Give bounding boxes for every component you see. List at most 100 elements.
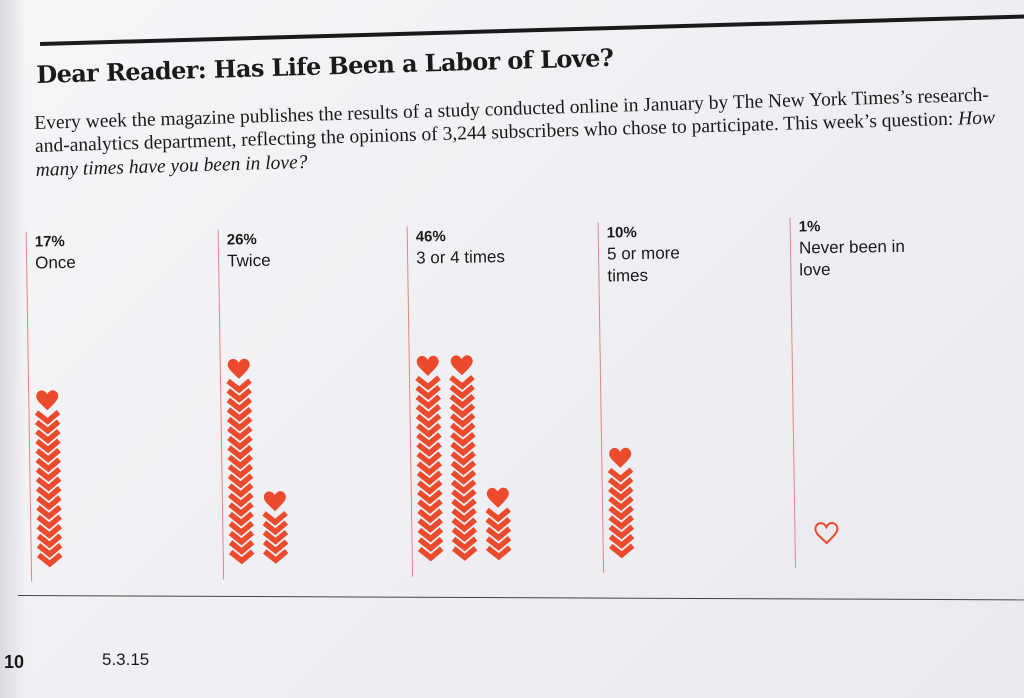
heart-chevron-mark: [36, 533, 63, 549]
heart-chevron-mark: [608, 486, 634, 502]
heart-chevron-mark: [226, 378, 252, 394]
heart-chevron-mark: [228, 521, 255, 536]
heart-chevron-mark: [416, 432, 442, 448]
heart-chevron-mark: [608, 515, 634, 530]
heart-chevron-mark: [485, 526, 512, 542]
page-number: 10: [4, 652, 25, 672]
heart-chevron-mark: [35, 429, 61, 444]
heart-chevron-mark: [227, 483, 254, 498]
heart-chevron-mark: [417, 527, 444, 543]
heart-chevron-mark: [228, 511, 254, 527]
heart-chevron-mark: [34, 419, 61, 435]
heart-chevron-mark: [417, 537, 444, 552]
heart-chevron-mark: [450, 441, 476, 457]
heart-chevron-mark: [449, 394, 476, 409]
heart-chevron-mark: [607, 467, 634, 483]
heart-chevron-mark: [485, 516, 511, 532]
heart-chevron-mark: [450, 479, 477, 495]
heart-chevron-mark: [262, 510, 288, 526]
heart-mark: [486, 487, 509, 508]
heart-chevron-mark: [608, 505, 634, 521]
heart-chevron-mark: [34, 410, 61, 425]
heart-chevron-mark: [608, 543, 635, 559]
heart-chevron-mark: [227, 464, 254, 479]
heart-chevron-mark: [415, 394, 442, 410]
heart-chevron-mark: [35, 467, 62, 482]
issue-date: 5.3.15: [102, 650, 150, 669]
heart-chevron-mark: [607, 477, 634, 492]
heart-chevron-mark: [227, 426, 253, 441]
heart-chevron-mark: [608, 524, 635, 540]
heart-chevron-mark: [37, 552, 63, 568]
heart-chevron-mark: [451, 517, 477, 533]
heart-chevron-mark: [451, 508, 477, 523]
heart-chevron-mark: [228, 539, 255, 555]
heart-chevron-mark: [228, 530, 255, 546]
heart-stack-4: [814, 521, 839, 545]
heart-chevron-mark: [416, 442, 442, 457]
heart-stack-3: [607, 447, 635, 559]
heart-chevron-mark: [35, 486, 62, 501]
heart-chevron-mark: [415, 385, 441, 400]
heart-chevron-mark: [450, 432, 476, 447]
heart-chevron-mark: [450, 451, 476, 466]
heart-chevron-mark: [450, 470, 477, 485]
heart-chevron-mark: [451, 489, 477, 504]
heart-chevron-mark: [451, 498, 477, 514]
heart-mark: [227, 358, 250, 379]
heart-chevron-mark: [416, 470, 443, 486]
heart-chevron-mark: [262, 548, 289, 564]
heart-chevron-mark: [485, 545, 512, 561]
heart-mark: [609, 447, 632, 468]
heart-mark: [263, 491, 286, 512]
heart-chevron-mark: [262, 529, 289, 545]
heart-chevron-mark: [36, 543, 63, 558]
heart-chevron-mark: [608, 496, 634, 511]
heart-chevron-mark: [415, 375, 441, 391]
heart-chevron-mark: [417, 508, 443, 524]
heart-chevron-mark: [36, 495, 62, 511]
heart-chevron-mark: [228, 492, 254, 508]
heart-chevron-mark: [36, 514, 62, 530]
heart-chevron-mark: [449, 384, 475, 400]
heart-chevron-mark: [35, 476, 62, 492]
heart-chevron-mark: [415, 413, 442, 429]
heart-chevron-mark: [451, 545, 478, 561]
heart-mark: [450, 355, 473, 376]
heart-chevron-mark: [416, 461, 443, 476]
heart-chevron-mark: [485, 535, 512, 551]
heart-chevron-mark: [417, 518, 443, 533]
heart-chevron-mark: [226, 407, 253, 422]
heart-chevron-mark: [416, 423, 442, 438]
heart-chevron-mark: [608, 534, 635, 549]
heart-chevron-mark: [228, 502, 254, 517]
heart-chevron-mark: [417, 489, 443, 505]
heart-chevron-mark: [227, 435, 253, 451]
heart-chevron-mark: [485, 507, 511, 523]
heart-chevron-mark: [451, 526, 478, 542]
heart-chevron-mark: [450, 422, 476, 438]
heart-chevron-mark: [262, 520, 289, 536]
heart-chevron-mark: [226, 416, 253, 432]
heart-chevron-mark: [416, 480, 443, 495]
heart-chevron-mark: [450, 460, 477, 476]
page-edge-shadow: [0, 0, 26, 698]
heart-chevron-mark: [228, 549, 255, 565]
heart-chevron-mark: [262, 539, 289, 555]
heart-stack-1: [226, 358, 289, 565]
heart-chevron-mark: [35, 457, 62, 473]
heart-mark: [36, 390, 59, 411]
heart-chevron-mark: [226, 388, 252, 403]
heart-chevron-mark: [36, 505, 62, 520]
heart-chevron-mark: [449, 375, 475, 390]
heart-chevron-mark: [449, 413, 476, 428]
heart-chevron-mark: [226, 397, 253, 413]
heart-stack-0: [34, 390, 63, 568]
heart-chevron-mark: [417, 499, 443, 514]
heart-chevron-mark: [227, 454, 253, 470]
heart-chevron-mark: [36, 524, 63, 539]
heart-chevron-mark: [451, 536, 478, 552]
heart-chevron-mark: [416, 451, 442, 467]
